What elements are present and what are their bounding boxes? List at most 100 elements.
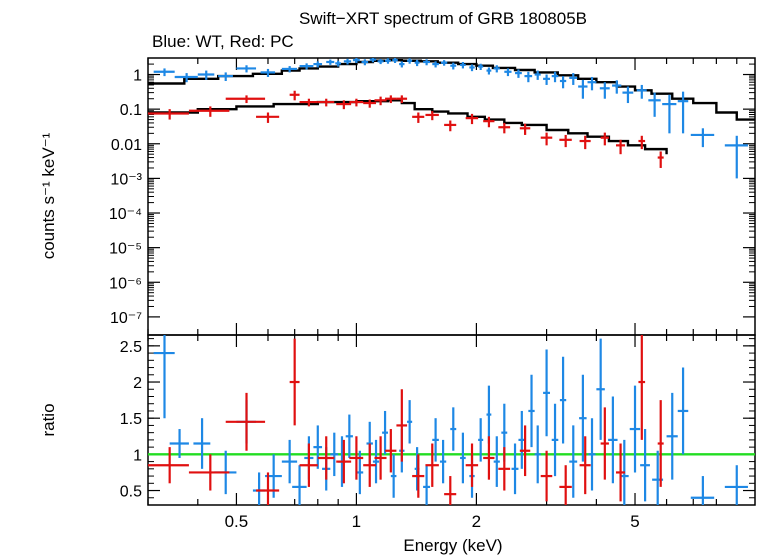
y-tick-label: 10⁻⁴ xyxy=(109,206,142,223)
ratio-point-pc xyxy=(559,465,572,505)
spectrum-point-wt xyxy=(313,61,323,68)
y-tick-label: 0.5 xyxy=(120,484,142,501)
spectrum-point-pc xyxy=(465,113,479,125)
spectrum-point-wt xyxy=(612,80,622,94)
ratio-point-pc xyxy=(616,443,626,502)
ratio-point-wt xyxy=(559,356,567,444)
spectrum-point-pc xyxy=(148,109,189,120)
spectrum-point-pc xyxy=(425,111,439,121)
spectrum-point-wt xyxy=(599,82,610,99)
ratio-point-wt xyxy=(724,465,748,505)
ratio-point-pc xyxy=(540,450,553,502)
spectrum-point-wt xyxy=(559,76,567,89)
bottom-y-axis-label: ratio xyxy=(39,403,58,436)
spectrum-point-wt xyxy=(551,71,559,83)
ratio-point-pc xyxy=(363,443,377,487)
spectrum-point-wt xyxy=(648,92,661,117)
ratio-point-wt xyxy=(493,436,500,487)
ratio-point-wt xyxy=(390,454,397,498)
spectrum-point-pc xyxy=(638,135,646,150)
y-tick-label: 10⁻³ xyxy=(110,171,142,188)
spectrum-point-wt xyxy=(504,68,512,77)
ratio-point-wt xyxy=(596,338,605,440)
ratio-point-pc xyxy=(225,392,266,451)
spectrum-point-wt xyxy=(197,70,215,80)
y-tick-label: 2 xyxy=(133,375,142,392)
ratio-point-wt xyxy=(193,418,211,469)
spectrum-point-wt xyxy=(335,60,342,67)
spectrum-point-pc xyxy=(363,99,377,108)
spectrum-point-wt xyxy=(534,70,541,80)
y-tick-label: 0.1 xyxy=(120,102,142,119)
spectrum-point-wt xyxy=(515,69,522,78)
ratio-point-wt xyxy=(345,414,353,458)
ratio-point-wt xyxy=(629,385,641,473)
spectrum-point-wt xyxy=(236,65,257,73)
ratio-point-wt xyxy=(511,443,519,495)
ratio-point-wt xyxy=(450,407,457,451)
ratio-point-wt xyxy=(460,432,466,484)
spectrum-point-pc xyxy=(616,139,626,155)
y-tick-label: 10⁻⁷ xyxy=(110,310,142,327)
spectrum-point-wt xyxy=(690,128,715,148)
chart-subtitle: Blue: WT, Red: PC xyxy=(152,32,294,51)
ratio-point-pc xyxy=(148,447,189,484)
ratio-point-pc xyxy=(385,429,397,473)
y-tick-label: 1 xyxy=(133,447,142,464)
spectrum-point-wt xyxy=(587,76,597,91)
spectrum-point-wt xyxy=(343,58,352,65)
y-tick-label: 0.01 xyxy=(111,137,142,154)
spectrum-point-wt xyxy=(326,59,335,65)
spectrum-point-wt xyxy=(260,68,276,77)
spectrum-point-pc xyxy=(519,123,531,135)
spectrum-point-wt xyxy=(636,84,647,99)
spectrum-point-wt xyxy=(662,94,677,134)
ratio-point-wt xyxy=(478,418,484,462)
spectrum-point-wt xyxy=(153,68,175,77)
ratio-point-wt xyxy=(252,472,266,505)
ratio-point-pc xyxy=(657,400,664,487)
ratio-point-wt xyxy=(534,425,541,484)
spectrum-point-pc xyxy=(336,100,352,110)
spectrum-point-wt xyxy=(478,63,484,71)
x-tick-label: 1 xyxy=(352,512,361,531)
ratio-point-wt xyxy=(169,429,189,458)
chart-title: Swift−XRT spectrum of GRB 180805B xyxy=(299,9,587,28)
ratio-point-wt xyxy=(407,400,413,444)
spectrum-point-wt xyxy=(361,59,369,66)
ratio-point-wt xyxy=(292,465,307,505)
x-tick-label: 5 xyxy=(630,512,639,531)
ratio-point-wt xyxy=(677,367,689,455)
spectrum-point-wt xyxy=(432,61,439,68)
ratio-point-pc xyxy=(396,389,408,462)
spectrum-point-wt xyxy=(423,59,431,66)
ratio-point-pc xyxy=(519,425,531,477)
y-tick-label: 1 xyxy=(133,68,142,85)
ratio-point-wt xyxy=(528,374,535,448)
ratio-point-pc xyxy=(374,436,387,480)
spectrum-point-pc xyxy=(385,95,397,104)
spectrum-point-pc xyxy=(559,134,572,148)
model-line-1 xyxy=(148,58,755,121)
spectrum-point-wt xyxy=(174,73,198,83)
spectrum-point-wt xyxy=(392,58,398,64)
ratio-point-wt xyxy=(486,385,492,444)
y-tick-label: 2.5 xyxy=(120,339,142,356)
ratio-point-pc xyxy=(412,454,425,498)
spectrum-point-wt xyxy=(369,58,377,63)
ratio-point-wt xyxy=(281,439,298,484)
ratio-point-wt xyxy=(666,392,678,480)
ratio-point-pc xyxy=(289,338,300,426)
x-axis-label: Energy (keV) xyxy=(403,536,502,555)
spectrum-point-wt xyxy=(622,86,634,104)
ratio-point-wt xyxy=(579,374,587,462)
spectrum-point-wt xyxy=(414,59,420,67)
spectrum-point-pc xyxy=(225,95,266,104)
spectrum-point-wt xyxy=(440,60,448,66)
ratio-frame xyxy=(147,334,756,506)
spectrum-point-pc xyxy=(349,98,364,107)
spectrum-point-pc xyxy=(289,90,300,101)
ratio-point-wt xyxy=(439,439,447,484)
ratio-point-pc xyxy=(498,447,511,491)
